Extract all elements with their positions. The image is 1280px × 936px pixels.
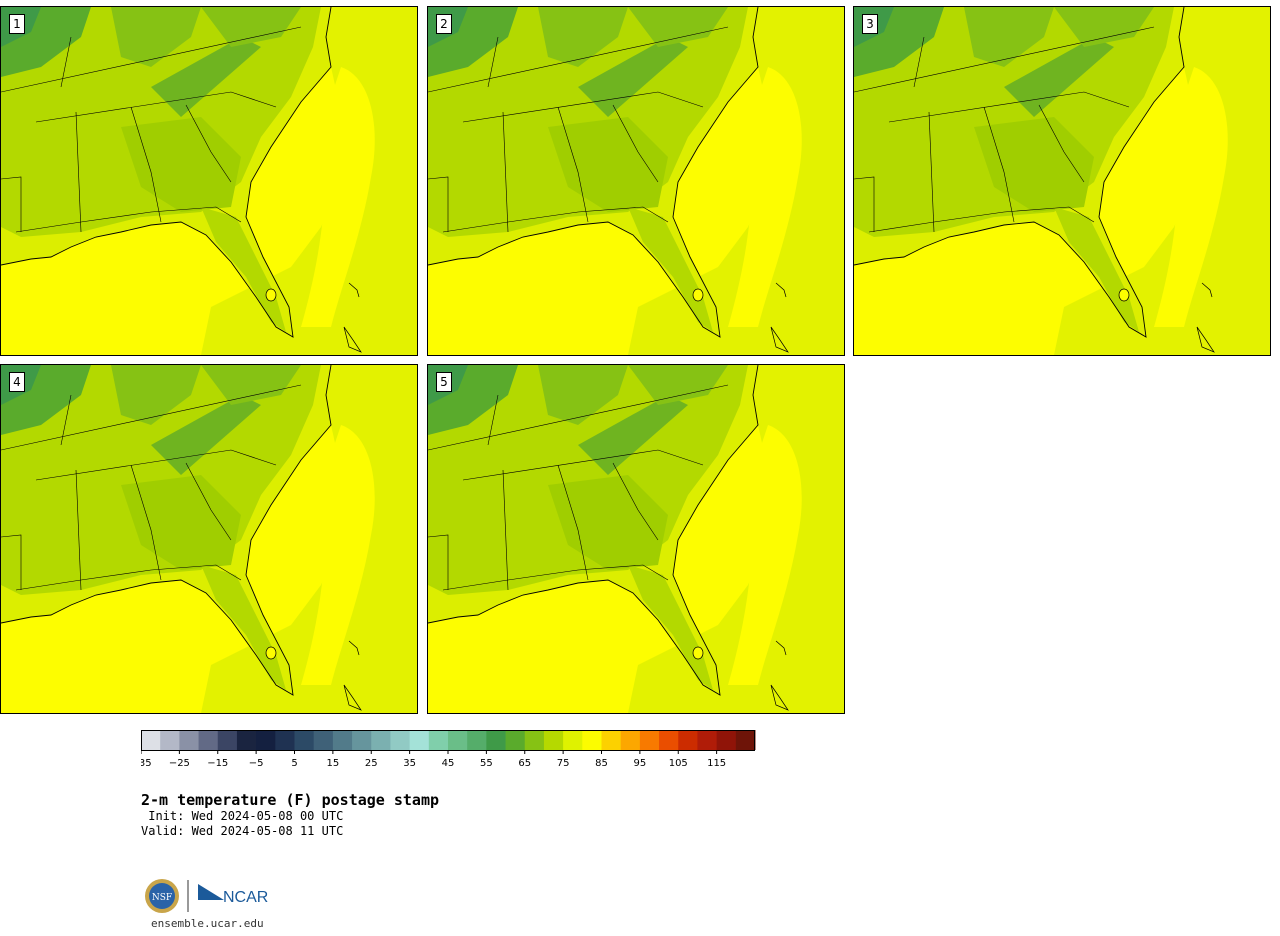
colorbar-segment xyxy=(601,730,622,750)
colorbar-segment xyxy=(141,730,161,750)
colorbar-segment xyxy=(313,730,334,750)
ensemble-member-map-5: 5 xyxy=(427,364,845,714)
colorbar-tick-label: 25 xyxy=(365,758,378,769)
colorbar-tick-label: −25 xyxy=(169,758,190,769)
colorbar-tick-label: 115 xyxy=(707,758,726,769)
colorbar-segment xyxy=(582,730,602,750)
colorbar-tick-label: 55 xyxy=(480,758,493,769)
colorbar-tick-label: 35 xyxy=(403,758,416,769)
colorbar-segment xyxy=(275,730,295,750)
website-url: ensemble.ucar.edu xyxy=(151,917,264,930)
colorbar-segment xyxy=(678,730,698,750)
valid-time: Valid: Wed 2024-05-08 11 UTC xyxy=(141,824,344,838)
member-number-label: 3 xyxy=(862,14,878,34)
ensemble-member-map-2: 2 xyxy=(427,6,845,356)
colorbar-tick-label: −5 xyxy=(249,758,264,769)
ensemble-member-map-3: 3 xyxy=(853,6,1271,356)
colorbar-segment xyxy=(735,730,756,750)
colorbar-tick-label: 5 xyxy=(291,758,297,769)
colorbar-segment xyxy=(371,730,391,750)
ncar-logo-icon: NCAR xyxy=(198,884,268,906)
colorbar-segment xyxy=(256,730,276,750)
colorbar-segment xyxy=(505,730,526,750)
member-number-label: 2 xyxy=(436,14,452,34)
colorbar-segment xyxy=(486,730,507,750)
member-number-label: 1 xyxy=(9,14,25,34)
colorbar-segment xyxy=(409,730,430,750)
member-number-label: 4 xyxy=(9,372,25,392)
colorbar-tick-label: 95 xyxy=(634,758,647,769)
colorbar-segment xyxy=(352,730,372,750)
svg-text:NSF: NSF xyxy=(152,893,172,903)
colorbar-tick-label: 15 xyxy=(327,758,340,769)
colorbar-tick-label: 75 xyxy=(557,758,570,769)
colorbar-segment xyxy=(390,730,411,750)
colorbar-segment xyxy=(179,730,200,750)
ensemble-member-map-1: 1 xyxy=(0,6,418,356)
colorbar-segment xyxy=(716,730,737,750)
colorbar-segment xyxy=(448,730,468,750)
nsf-logo-icon: NSF xyxy=(145,879,179,913)
colorbar-segment xyxy=(659,730,679,750)
colorbar-segment xyxy=(160,730,180,750)
ensemble-member-map-4: 4 xyxy=(0,364,418,714)
colorbar-segment xyxy=(428,730,449,750)
member-number-label: 5 xyxy=(436,372,452,392)
colorbar-segment xyxy=(332,730,353,750)
colorbar-segment xyxy=(217,730,238,750)
colorbar-segment xyxy=(294,730,315,750)
chart-title: 2-m temperature (F) postage stamp xyxy=(141,791,440,809)
init-time: Init: Wed 2024-05-08 00 UTC xyxy=(141,809,344,823)
colorbar-segment xyxy=(236,730,257,750)
colorbar-tick-label: −35 xyxy=(141,758,152,769)
colorbar-segment xyxy=(697,730,718,750)
colorbar-tick-label: 45 xyxy=(442,758,455,769)
colorbar-segment xyxy=(563,730,583,750)
colorbar-tick-label: 85 xyxy=(595,758,608,769)
colorbar-segment xyxy=(524,730,545,750)
nsf-ncar-logo: NSF NCAR xyxy=(144,876,274,920)
colorbar-segment xyxy=(639,730,660,750)
svg-text:NCAR: NCAR xyxy=(223,889,268,906)
colorbar-tick-label: 65 xyxy=(518,758,531,769)
colorbar-tick-label: −15 xyxy=(207,758,228,769)
temperature-colorbar: −35 −25 −15 −5 5 15 25 35 45 55 65 75 85 95 105 115 xyxy=(141,730,756,769)
colorbar-segment xyxy=(543,730,564,750)
colorbar-segment xyxy=(467,730,487,750)
colorbar-segment xyxy=(620,730,641,750)
colorbar-tick-label: 105 xyxy=(669,758,688,769)
colorbar-segment xyxy=(198,730,219,750)
